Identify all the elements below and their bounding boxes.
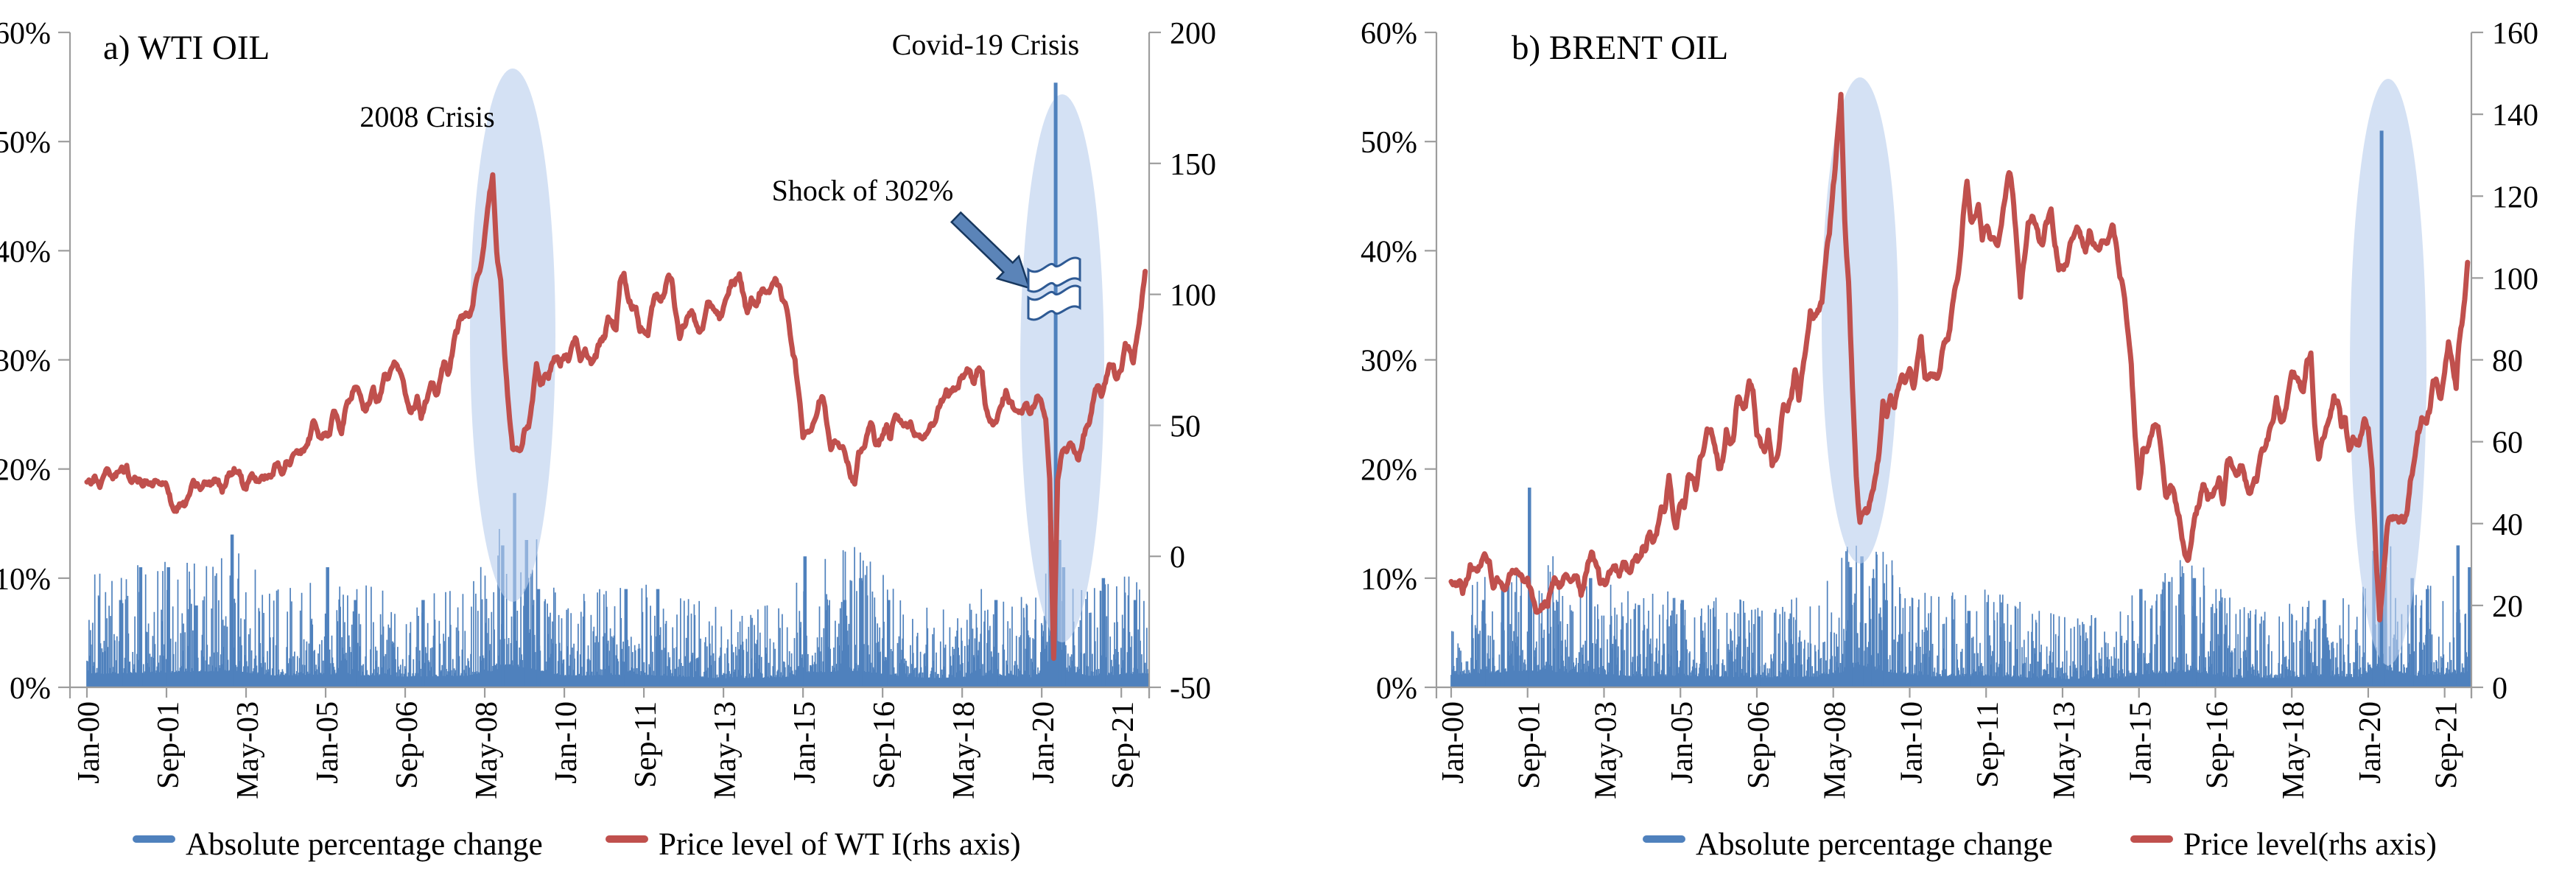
- brent-legend: Absolute percentage change Price level(r…: [1643, 827, 2437, 862]
- left-axis-label: 20%: [0, 454, 51, 488]
- covid-crisis-ellipse: [1020, 94, 1104, 642]
- x-axis-label: Jan-10: [550, 701, 583, 784]
- x-axis-label: Sep-11: [1971, 701, 2005, 787]
- x-axis-label: May-13: [2048, 701, 2082, 799]
- x-axis-label: Sep-16: [868, 701, 902, 789]
- crisis-2008-ellipse: [1822, 77, 1898, 564]
- brent-chart-panel: 60% 50% 40% 30% 20% 10% 0% 160 140 120 100 80 60 40 20…: [1361, 17, 2538, 862]
- left-axis-label: 50%: [1361, 126, 1417, 160]
- x-axis-label: Jan-15: [788, 701, 822, 784]
- brent-price-line: [1448, 91, 2471, 622]
- x-axis-label: Jan-20: [2354, 701, 2387, 784]
- x-axis-label: Jan-00: [72, 701, 106, 784]
- axis-break-icon: [1027, 256, 1081, 321]
- right-axis-label: 60: [2492, 427, 2523, 460]
- right-axis-label: 20: [2492, 590, 2523, 624]
- x-axis-label: May-18: [947, 701, 981, 799]
- brent-axes: 60% 50% 40% 30% 20% 10% 0% 160 140 120 100 80 60 40 20…: [1361, 17, 2538, 799]
- x-axis-label: Jan-05: [1666, 701, 1699, 784]
- x-axis-label: May-13: [709, 701, 743, 799]
- brent-abs-change-bars: [1450, 487, 2472, 687]
- x-axis-label: Jan-05: [311, 701, 345, 784]
- left-axis-label: 40%: [1361, 235, 1417, 269]
- left-axis-label: 0%: [10, 672, 51, 706]
- x-axis-label: May-08: [1819, 701, 1853, 799]
- crisis-2008-ellipse: [470, 69, 555, 602]
- legend-label-price-level: Price level(rhs axis): [2183, 827, 2437, 862]
- wti-chart-panel: 60% 50% 40% 30% 20% 10% 0% 200 150 100 50 0 -50 Jan-0…: [0, 17, 1216, 862]
- x-axis-label: Sep-06: [1742, 701, 1776, 789]
- x-axis-label: May-03: [1590, 701, 1624, 799]
- left-axis-label: 60%: [0, 17, 51, 51]
- x-axis-label: Sep-01: [1513, 701, 1547, 789]
- wti-price-line: [84, 172, 1148, 662]
- left-axis-label: 40%: [0, 235, 51, 269]
- right-axis-label: 160: [2492, 17, 2538, 51]
- left-axis-label: 20%: [1361, 454, 1417, 488]
- arrow-icon: [950, 211, 1031, 290]
- x-axis-label: Jan-20: [1027, 701, 1061, 784]
- right-axis-label: 140: [2492, 99, 2538, 133]
- right-axis-label: 40: [2492, 508, 2523, 542]
- left-axis-label: 10%: [0, 563, 51, 597]
- right-axis-label: 50: [1170, 410, 1201, 443]
- brent-title: b) BRENT OIL: [1512, 29, 1728, 67]
- x-axis-label: Jan-10: [1895, 701, 1929, 784]
- right-axis-label: -50: [1170, 672, 1211, 706]
- x-axis-label: Sep-11: [629, 701, 663, 787]
- legend-label-abs-change: Absolute percentage change: [186, 827, 543, 862]
- x-axis-label: Sep-21: [1106, 701, 1140, 789]
- left-axis-label: 60%: [1361, 17, 1417, 51]
- left-axis-label: 10%: [1361, 563, 1417, 597]
- x-axis-label: Sep-16: [2201, 701, 2235, 789]
- legend-marker-line: [2130, 835, 2173, 843]
- annotation-covid-crisis: Covid-19 Crisis: [892, 28, 1079, 61]
- right-axis-label: 100: [2492, 262, 2538, 296]
- legend-marker-bar: [133, 835, 175, 843]
- wti-legend: Absolute percentage change Price level o…: [133, 827, 1021, 862]
- annotation-shock-302: Shock of 302%: [772, 174, 954, 207]
- left-axis-label: 50%: [0, 126, 51, 160]
- x-axis-label: May-03: [231, 701, 265, 799]
- right-axis-label: 0: [2492, 672, 2507, 706]
- annotation-2008-crisis: 2008 Crisis: [359, 100, 494, 133]
- left-axis-label: 30%: [1361, 345, 1417, 379]
- x-axis-label: Sep-21: [2430, 701, 2464, 789]
- right-axis-label: 200: [1170, 17, 1216, 51]
- x-axis-label: May-08: [470, 701, 504, 799]
- legend-label-abs-change: Absolute percentage change: [1696, 827, 2053, 862]
- left-axis-label: 30%: [0, 345, 51, 379]
- legend-marker-bar: [1643, 835, 1685, 843]
- right-axis-label: 0: [1170, 541, 1185, 575]
- left-axis-label: 0%: [1376, 672, 1417, 706]
- wti-title: a) WTI OIL: [103, 29, 270, 67]
- covid-crisis-ellipse: [2350, 79, 2426, 665]
- x-axis-label: Jan-15: [2124, 701, 2158, 784]
- legend-marker-line: [606, 835, 648, 843]
- wti-axes: 60% 50% 40% 30% 20% 10% 0% 200 150 100 50 0 -50 Jan-0…: [0, 17, 1216, 799]
- right-axis-label: 120: [2492, 180, 2538, 214]
- x-axis-label: Jan-00: [1436, 701, 1470, 784]
- x-axis-label: Sep-06: [390, 701, 424, 789]
- right-axis-label: 80: [2492, 345, 2523, 379]
- right-axis-label: 100: [1170, 279, 1216, 313]
- wti-crisis-highlight-ellipses: [470, 69, 1104, 642]
- right-axis-label: 150: [1170, 148, 1216, 182]
- x-axis-label: Sep-01: [152, 701, 186, 789]
- legend-label-price-level: Price level of WT I(rhs axis): [659, 827, 1021, 862]
- wti-abs-change-bars: [86, 493, 1150, 687]
- x-axis-label: May-18: [2277, 701, 2311, 799]
